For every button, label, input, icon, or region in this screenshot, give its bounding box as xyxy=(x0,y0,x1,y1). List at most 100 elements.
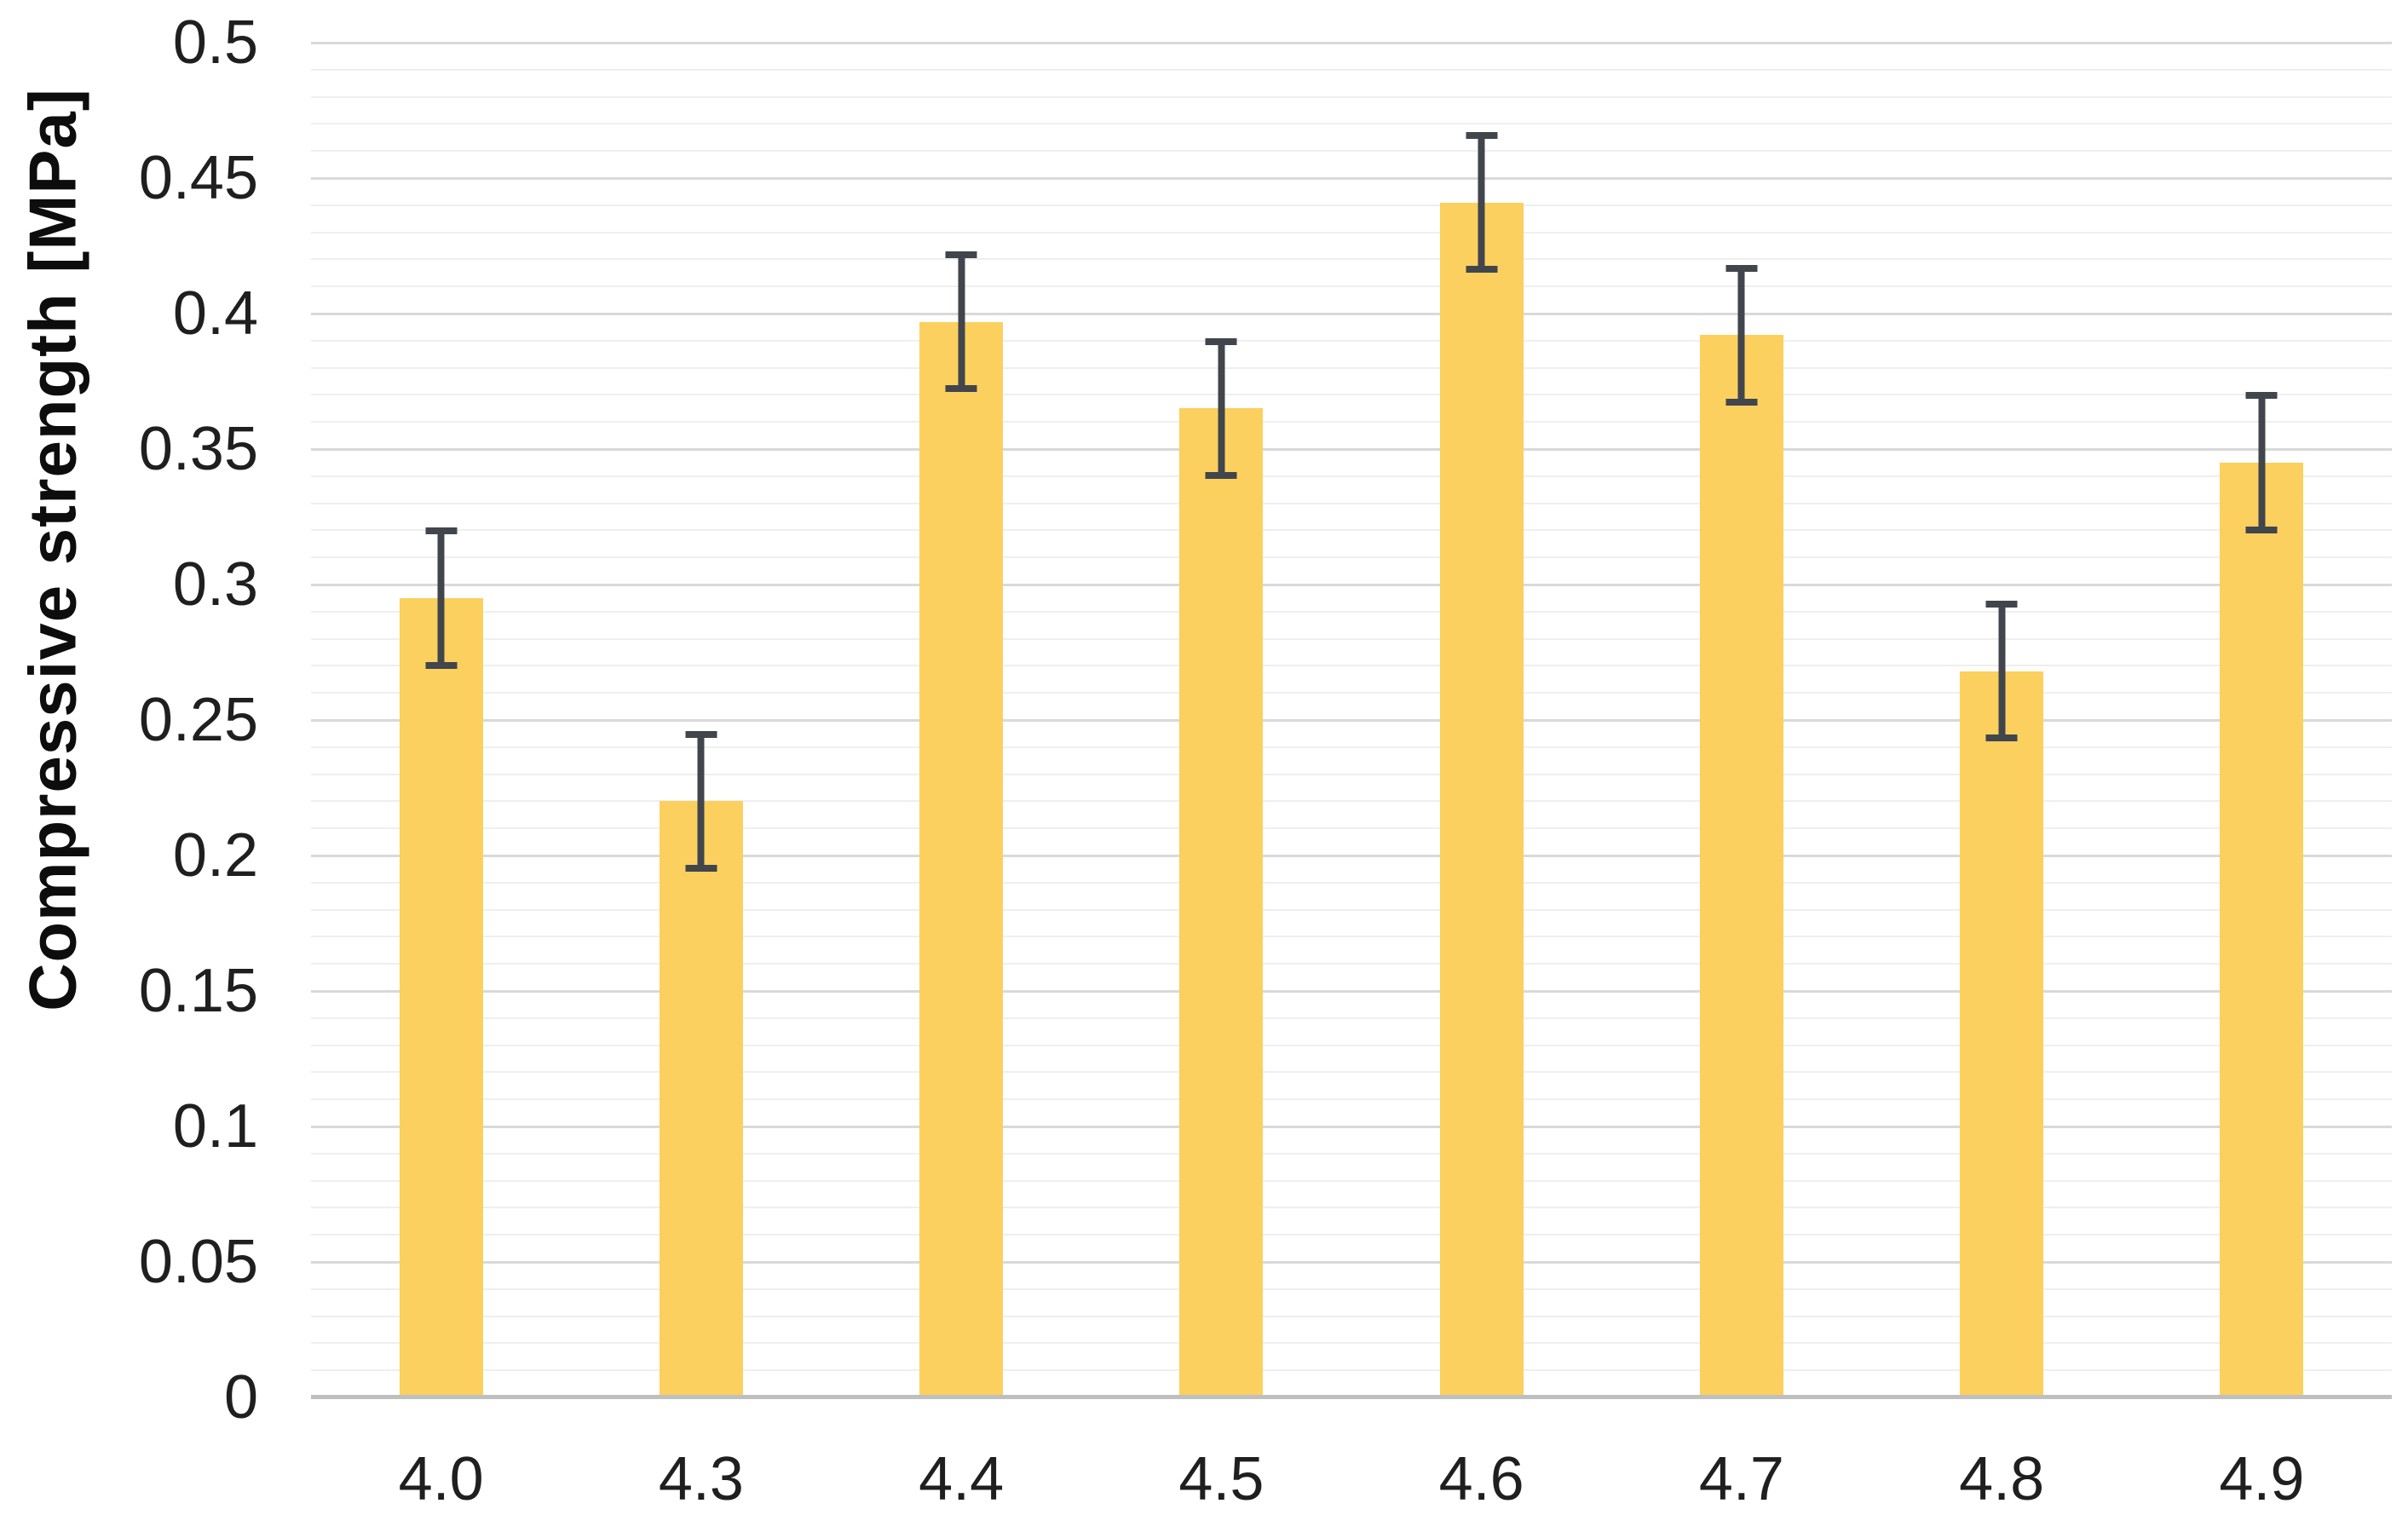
y-gridline-major xyxy=(311,41,2392,44)
x-axis-line xyxy=(311,1395,2392,1399)
y-gridline-minor xyxy=(311,1017,2392,1019)
error-bar-cap-bottom xyxy=(2245,526,2278,533)
y-gridline-minor xyxy=(311,610,2392,613)
x-tick-label: 4.8 xyxy=(1959,1445,2045,1513)
error-bar-stem xyxy=(1998,601,2006,742)
y-gridline-minor xyxy=(311,1152,2392,1155)
y-gridline-major xyxy=(311,176,2392,180)
error-bar-stem xyxy=(958,251,965,393)
y-gridline-minor xyxy=(311,285,2392,288)
error-bar-cap-top xyxy=(425,527,458,535)
bar xyxy=(399,597,483,1397)
bar-slot xyxy=(571,43,831,1397)
y-tick-label: 0.35 xyxy=(138,415,258,483)
error-bar-cap-bottom xyxy=(945,385,977,393)
y-gridline-minor xyxy=(311,908,2392,911)
y-gridline-minor xyxy=(311,68,2392,71)
y-gridline-minor xyxy=(311,773,2392,775)
error-bar xyxy=(1205,337,1237,479)
y-gridline-minor xyxy=(311,1179,2392,1182)
plot-area xyxy=(311,41,2392,1399)
bar-slot xyxy=(2132,43,2392,1397)
y-gridline-minor xyxy=(311,123,2392,125)
error-bar-cap-bottom xyxy=(1725,399,1758,406)
error-bar-cap-top xyxy=(1466,131,1498,139)
error-bar-cap-top xyxy=(1985,601,2018,608)
x-tick-label: 4.9 xyxy=(2219,1445,2305,1513)
y-gridline-minor xyxy=(311,1369,2392,1372)
error-bar-stem xyxy=(2258,392,2266,533)
y-tick-label: 0.3 xyxy=(172,550,258,619)
y-gridline-major xyxy=(311,1260,2392,1264)
y-tick-label: 0.45 xyxy=(138,144,258,212)
y-gridline-minor xyxy=(311,1315,2392,1317)
y-gridline-minor xyxy=(311,1098,2392,1101)
y-tick-label: 0.1 xyxy=(172,1092,258,1161)
error-bar-cap-bottom xyxy=(685,865,717,873)
bar xyxy=(1960,671,2044,1397)
x-tick-label: 4.7 xyxy=(1698,1445,1784,1513)
y-gridline-minor xyxy=(311,963,2392,965)
y-gridline-minor xyxy=(311,394,2392,396)
y-tick-label: 0.05 xyxy=(138,1228,258,1296)
error-bar xyxy=(1466,131,1498,274)
error-bar-cap-bottom xyxy=(1985,734,2018,742)
y-gridline-minor xyxy=(311,827,2392,830)
bar xyxy=(1439,202,1524,1397)
error-bar xyxy=(945,251,977,393)
y-gridline-minor xyxy=(311,421,2392,423)
y-gridline-minor xyxy=(311,1207,2392,1209)
y-tick-label: 0.5 xyxy=(172,9,258,77)
bar xyxy=(1179,408,1264,1397)
error-bar-stem xyxy=(437,527,445,669)
x-axis-tick-labels: 4.0 4.3 4.4 4.5 4.6 4.7 4.8 4.9 xyxy=(311,1397,2392,1515)
bar-slot xyxy=(1092,43,1351,1397)
error-bar-cap-bottom xyxy=(425,661,458,669)
y-gridline-minor xyxy=(311,1234,2392,1236)
error-bar-cap-top xyxy=(2245,392,2278,400)
y-gridline-minor xyxy=(311,475,2392,477)
y-gridline-major xyxy=(311,854,2392,857)
bar-slot xyxy=(1872,43,2132,1397)
bar xyxy=(1699,335,1783,1397)
error-bar xyxy=(1985,601,2018,742)
y-tick-label: 0.4 xyxy=(172,279,258,348)
y-gridline-major xyxy=(311,312,2392,315)
bar xyxy=(659,801,743,1397)
y-gridline-major xyxy=(311,583,2392,586)
error-bar-cap-bottom xyxy=(1466,266,1498,274)
y-gridline-minor xyxy=(311,339,2392,342)
bar-slot xyxy=(311,43,571,1397)
error-bar-stem xyxy=(697,730,705,873)
bar-slot xyxy=(832,43,1092,1397)
y-gridline-major xyxy=(311,447,2392,451)
error-bar xyxy=(1725,264,1758,406)
x-tick-label: 4.0 xyxy=(398,1445,484,1513)
y-gridline-minor xyxy=(311,502,2392,504)
error-bar xyxy=(685,730,717,873)
y-gridline-minor xyxy=(311,150,2392,153)
y-gridline-minor xyxy=(311,1342,2392,1345)
error-bar xyxy=(2245,392,2278,533)
y-gridline-minor xyxy=(311,881,2392,884)
error-bar-cap-top xyxy=(685,730,717,738)
error-bar-stem xyxy=(1737,264,1745,406)
error-bar-stem xyxy=(1478,131,1485,274)
y-gridline-minor xyxy=(311,800,2392,803)
y-gridline-major xyxy=(311,1125,2392,1128)
bar xyxy=(919,321,1004,1397)
y-gridline-major xyxy=(311,989,2392,993)
y-gridline-minor xyxy=(311,665,2392,667)
y-gridline-minor xyxy=(311,258,2392,261)
y-gridline-minor xyxy=(311,529,2392,532)
bar-slot xyxy=(1351,43,1611,1397)
y-gridline-minor xyxy=(311,95,2392,98)
bar-slot xyxy=(1611,43,1871,1397)
error-bar xyxy=(425,527,458,669)
x-tick-label: 4.5 xyxy=(1178,1445,1264,1513)
y-gridline-minor xyxy=(311,637,2392,640)
y-gridline-minor xyxy=(311,204,2392,206)
y-gridline-minor xyxy=(311,556,2392,559)
y-gridline-minor xyxy=(311,1287,2392,1290)
